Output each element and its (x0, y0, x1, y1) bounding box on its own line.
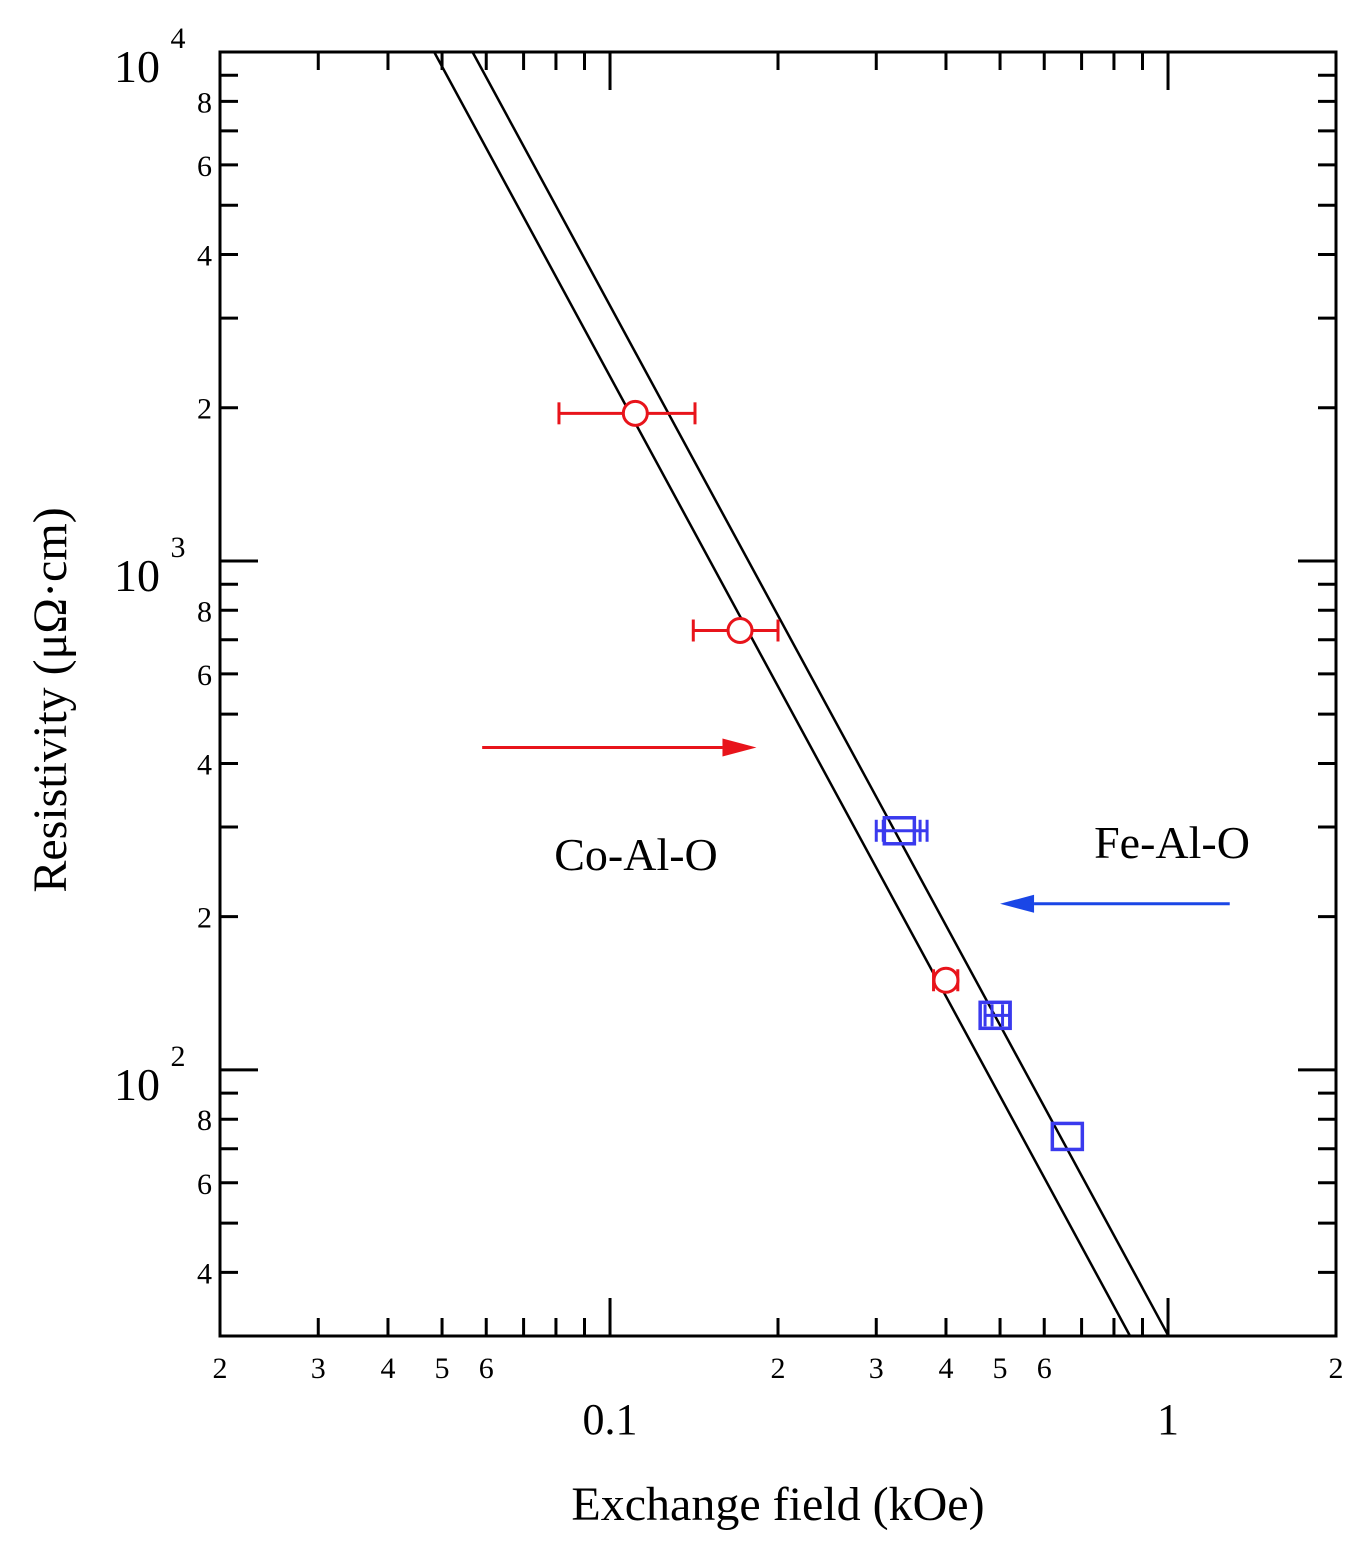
x-minor-tick-label: 3 (311, 1352, 326, 1385)
x-minor-tick-label: 2 (1329, 1352, 1344, 1385)
x-major-tick-label: 0.1 (583, 1395, 638, 1444)
y-minor-tick-label: 6 (197, 150, 212, 183)
fe-al-o-arrow-head (1000, 894, 1035, 913)
series-co-al-o (557, 399, 960, 994)
y-minor-tick-label: 4 (197, 240, 212, 273)
y-major-tick-label-exponent: 4 (171, 22, 186, 55)
y-minor-tick-label: 8 (197, 1104, 212, 1137)
data-point-square (882, 816, 917, 846)
data-point-circle (932, 966, 960, 994)
data-series (557, 399, 1085, 1152)
fe-al-o-label: Fe-Al-O (1094, 817, 1250, 868)
y-major-tick-label-base: 10 (114, 550, 160, 601)
x-minor-tick-label: 2 (771, 1352, 786, 1385)
data-point-circle (621, 399, 649, 427)
plot-frame (218, 50, 1338, 1338)
y-major-tick-label-exponent: 3 (171, 531, 186, 564)
y-minor-tick-label: 4 (197, 1257, 212, 1290)
fit-lines (433, 51, 1170, 1337)
data-point-square (978, 1000, 1012, 1031)
y-axis-title: Resistivity (μΩ·cm) (24, 507, 77, 892)
x-minor-tick-label: 6 (479, 1352, 494, 1385)
arrows (482, 738, 1230, 913)
y-minor-tick-label: 2 (197, 393, 212, 426)
x-minor-tick-label: 4 (938, 1352, 953, 1385)
y-major-tick-label-exponent: 2 (171, 1040, 186, 1073)
x-major-tick-label: 1 (1157, 1395, 1179, 1444)
y-minor-tick-label: 8 (197, 595, 212, 628)
y-minor-tick-label: 8 (197, 86, 212, 119)
data-point-square (1050, 1121, 1085, 1152)
fit-line-lower (433, 51, 1132, 1337)
y-minor-tick-label: 2 (197, 902, 212, 935)
y-major-tick-label-base: 10 (114, 41, 160, 92)
x-minor-tick-label: 5 (435, 1352, 450, 1385)
fit-line-upper (471, 51, 1170, 1337)
co-al-o-label: Co-Al-O (554, 829, 718, 880)
data-point-circle (726, 617, 754, 645)
x-minor-tick-label: 5 (993, 1352, 1008, 1385)
x-minor-tick-label: 4 (380, 1352, 395, 1385)
x-minor-tick-label: 3 (869, 1352, 884, 1385)
x-axis-title: Exchange field (kOe) (571, 1478, 984, 1531)
co-al-o-arrow-head (722, 738, 757, 757)
y-minor-tick-label: 4 (197, 748, 212, 781)
x-minor-tick-label: 2 (213, 1352, 228, 1385)
y-major-tick-label-base: 10 (114, 1059, 160, 1110)
axis-ticks (218, 50, 1338, 1338)
series-fe-al-o (874, 816, 1085, 1152)
y-minor-tick-label: 6 (197, 1168, 212, 1201)
y-minor-tick-label: 6 (197, 659, 212, 692)
x-minor-tick-label: 6 (1037, 1352, 1052, 1385)
